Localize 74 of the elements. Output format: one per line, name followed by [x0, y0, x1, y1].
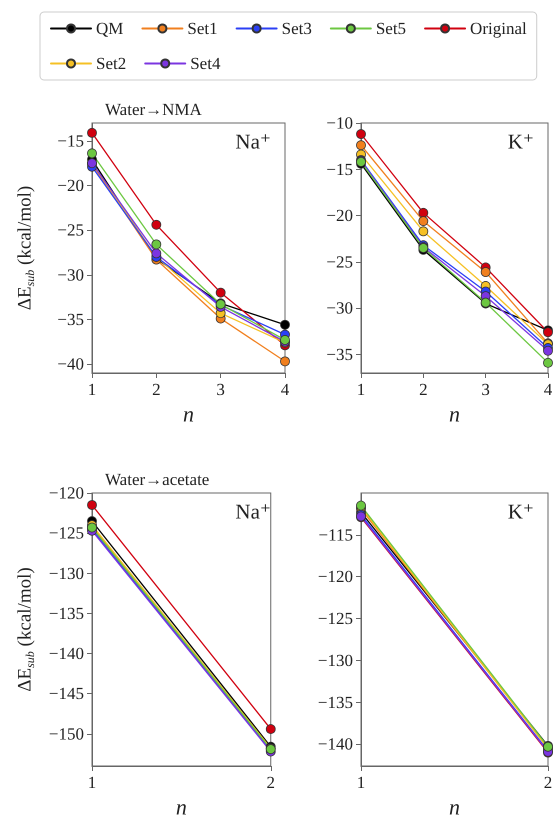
legend-label: Set4	[190, 54, 221, 73]
y-tick-label: −20	[326, 206, 353, 226]
y-tick-label: −25	[57, 220, 84, 240]
point	[356, 129, 366, 140]
x-tick-label: 4	[280, 380, 290, 399]
x-tick-label: 1	[356, 773, 366, 792]
point	[87, 128, 97, 138]
x-axis-title: n	[449, 402, 460, 426]
point	[87, 500, 97, 510]
y-tick-label: −135	[48, 604, 84, 623]
y-tick-label: −10	[326, 114, 353, 132]
y-tick-label: −120	[48, 484, 84, 502]
annotation: Na⁺	[235, 130, 272, 154]
x-axis-title: n	[183, 402, 194, 426]
x-tick-label: 2	[152, 380, 161, 399]
y-tick-label: −130	[48, 564, 84, 583]
point	[151, 240, 162, 250]
point	[216, 288, 226, 298]
x-tick-label: 1	[88, 773, 96, 792]
y-tick-label: −130	[318, 650, 353, 670]
point	[543, 346, 553, 356]
point	[356, 140, 366, 150]
y-axis-title: ΔEsub (kcal/mol)	[14, 186, 37, 310]
point	[418, 216, 428, 226]
point	[151, 248, 162, 258]
y-tick-label: −140	[48, 644, 84, 664]
annotation: K⁺	[508, 130, 534, 154]
y-tick-label: −35	[57, 310, 84, 329]
legend-label: Set1	[187, 19, 218, 38]
x-tick-label: 3	[216, 380, 225, 399]
y-tick-label: −35	[326, 344, 353, 364]
point	[418, 208, 428, 218]
chart-title: Water→acetate	[105, 470, 210, 489]
legend-label: Original	[470, 19, 527, 38]
x-axis-title: n	[176, 794, 187, 820]
y-tick-label: −135	[318, 692, 353, 712]
y-tick-label: −150	[48, 724, 84, 744]
point	[280, 356, 290, 366]
y-tick-label: −115	[318, 525, 353, 544]
point	[418, 226, 428, 236]
y-tick-label: −25	[326, 252, 353, 272]
point	[280, 320, 290, 330]
y-tick-label: −120	[318, 567, 353, 586]
x-tick-label: 2	[544, 773, 552, 792]
x-tick-label: 1	[356, 380, 366, 399]
y-axis-title: ΔEsub (kcal/mol)	[14, 567, 37, 692]
y-tick-label: −125	[318, 609, 353, 628]
y-tick-label: −140	[318, 734, 353, 754]
x-tick-label: 2	[419, 380, 428, 399]
x-tick-label: 2	[266, 773, 275, 792]
y-tick-label: −125	[48, 524, 84, 543]
legend-label: Set3	[282, 19, 312, 38]
y-tick-label: −20	[57, 176, 84, 195]
x-tick-label: 3	[481, 380, 490, 399]
point	[151, 220, 162, 230]
x-axis-title: n	[449, 794, 460, 820]
y-tick-label: −15	[57, 131, 84, 150]
point	[480, 267, 491, 277]
point	[266, 724, 276, 734]
y-tick-label: −30	[57, 265, 84, 284]
x-tick-label: 4	[544, 380, 553, 399]
x-tick-label: 1	[88, 380, 96, 399]
legend-label: QM	[96, 19, 124, 38]
y-tick-label: −40	[57, 354, 84, 374]
y-tick-label: −15	[326, 160, 353, 179]
y-tick-label: −145	[48, 684, 84, 704]
annotation: Na⁺	[235, 500, 272, 524]
point	[543, 358, 553, 368]
annotation: K⁺	[508, 500, 534, 524]
legend-label: Set2	[96, 54, 126, 73]
y-tick-label: −30	[326, 298, 353, 318]
legend-label: Set5	[376, 19, 406, 38]
chart-title: Water→NMA	[105, 100, 203, 119]
point	[87, 148, 97, 158]
